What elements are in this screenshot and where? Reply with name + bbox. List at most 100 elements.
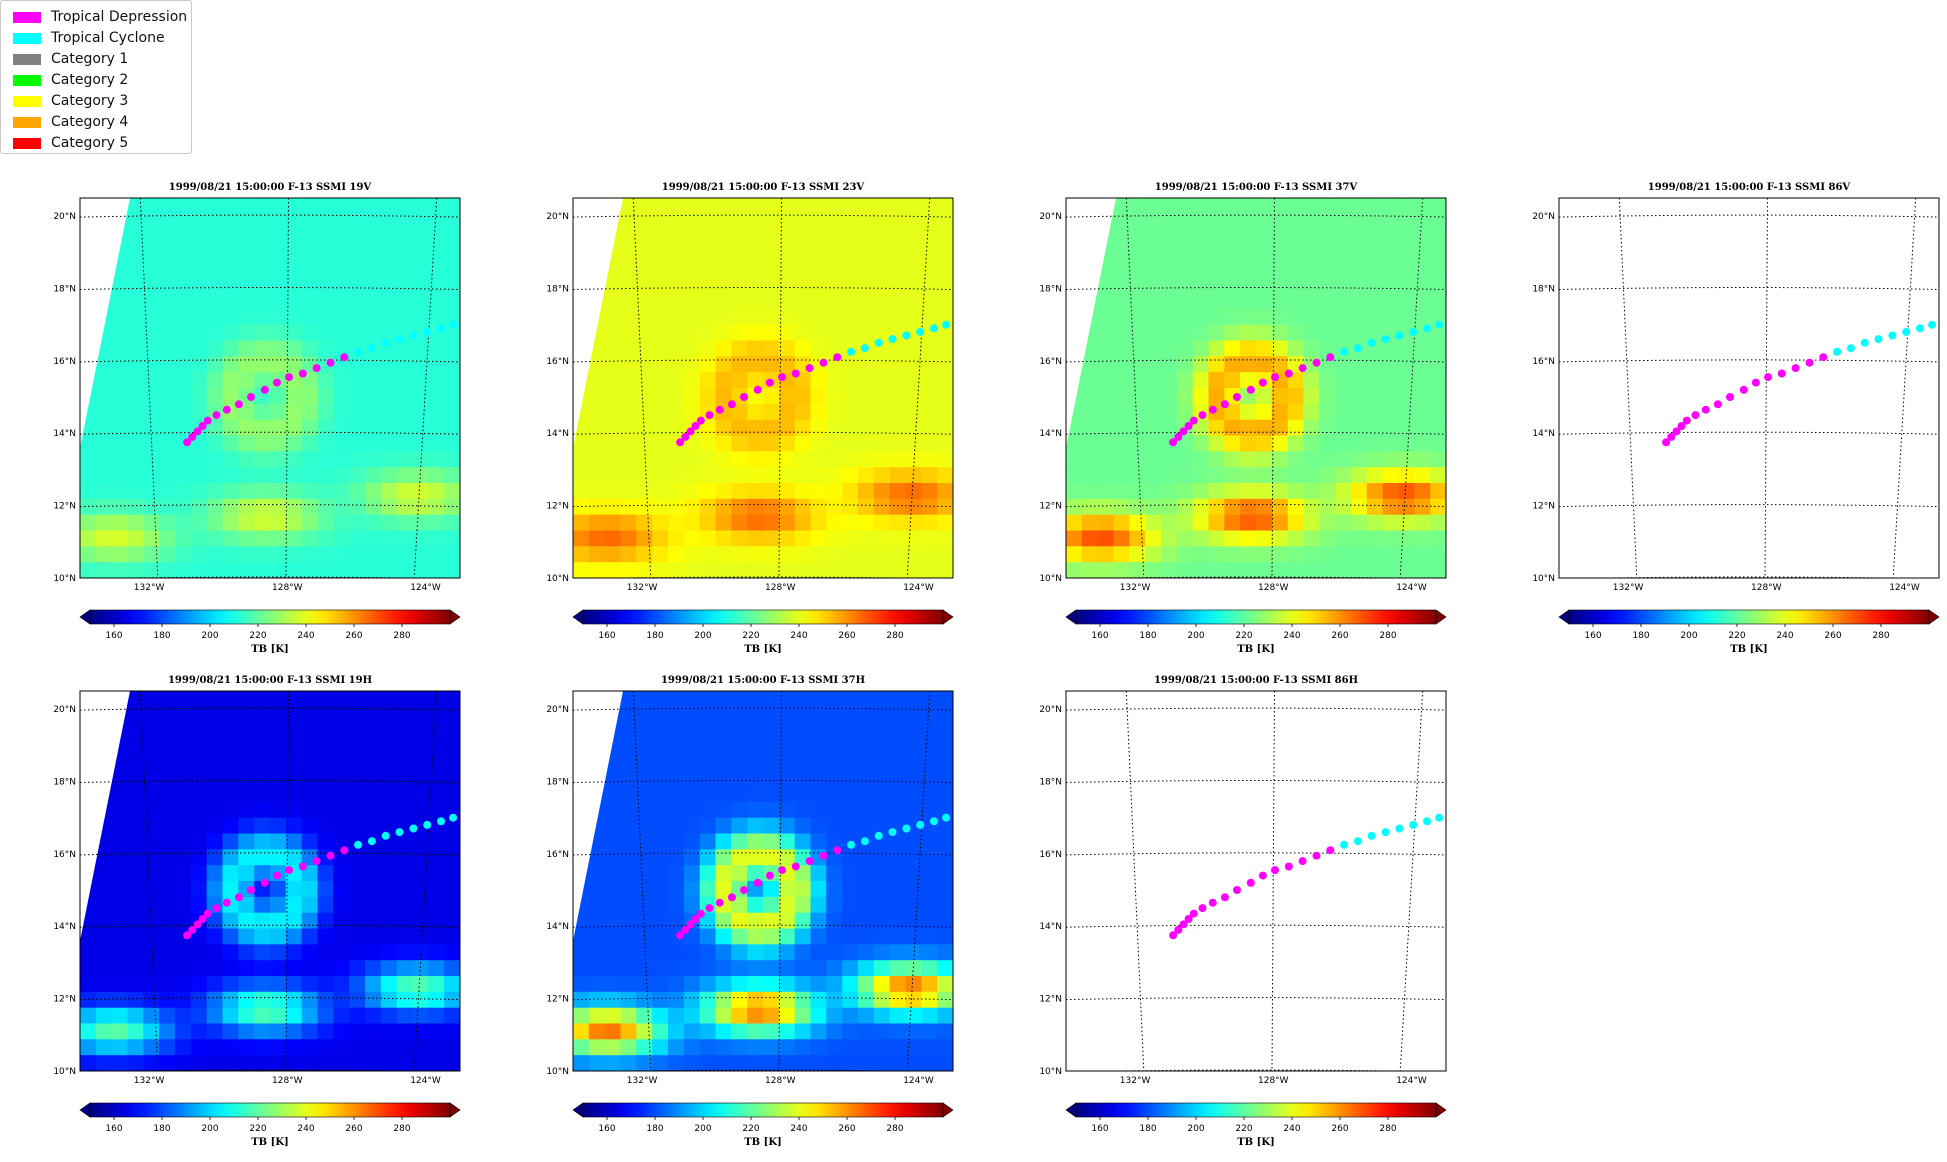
track-point [942, 320, 951, 329]
track-point [1184, 422, 1193, 430]
lon-tick-label: 124°W [903, 583, 934, 593]
colorbar-tick-label: 240 [1776, 631, 1793, 641]
track-point [183, 438, 192, 447]
track-point [234, 400, 243, 409]
lat-tick-label: 14°N [1039, 429, 1062, 439]
latitude-gridline [80, 287, 460, 290]
legend-item: Tropical Depression [13, 7, 187, 27]
lat-tick-label: 16°N [53, 357, 76, 367]
track-point [1435, 813, 1444, 822]
track-point [874, 338, 883, 347]
lat-tick-label: 16°N [53, 850, 76, 860]
track-point [340, 353, 349, 362]
panel-title: 1999/08/21 15:00:00 F-13 SSMI 37H [661, 675, 865, 686]
legend-swatch [13, 116, 41, 128]
latitude-gridline [573, 214, 953, 218]
track-point [312, 857, 321, 866]
colorbar-tick-label: 260 [838, 631, 855, 641]
track-point [691, 915, 700, 923]
lat-tick-label: 12°N [53, 995, 76, 1005]
lat-tick-label: 20°N [546, 705, 569, 715]
track-point [930, 324, 938, 333]
colorbar: 160 180 200 220 240 260 280 TB [K] [1065, 1102, 1447, 1148]
longitude-gridline [139, 691, 159, 1071]
track-point [691, 422, 700, 430]
track-point [1445, 813, 1446, 818]
track-point [423, 820, 432, 829]
latitude-gridline [80, 997, 460, 1001]
track-point [833, 353, 842, 362]
lat-tick-label: 12°N [546, 995, 569, 1005]
storm-track [1169, 320, 1446, 447]
track-point [705, 904, 714, 913]
track-point [298, 369, 307, 378]
track-point [696, 909, 705, 918]
colorbar-tick-label: 200 [1187, 1124, 1204, 1134]
lat-tick-label: 10°N [546, 1067, 569, 1077]
colorbar-tick-label: 220 [249, 1124, 266, 1134]
colorbar-tick-label: 160 [1091, 631, 1108, 641]
colorbar-tick-label: 180 [646, 1124, 663, 1134]
lon-tick-label: 128°W [765, 1076, 796, 1086]
longitude-gridline [1125, 691, 1145, 1071]
track-point [1258, 871, 1267, 880]
track-point [916, 327, 925, 336]
colorbar-tick-label: 280 [886, 1124, 903, 1134]
lat-tick-label: 20°N [546, 212, 569, 222]
track-point [1739, 385, 1748, 394]
longitude-gridline [778, 691, 782, 1071]
map-panel: 1999/08/21 15:00:00 F-13 SSMI 19V 10°N 12°… [53, 182, 461, 655]
swath-edge [573, 198, 623, 448]
swath-edge [1066, 198, 1116, 448]
colorbar-tick-label: 260 [345, 631, 362, 641]
track-point [1726, 393, 1734, 401]
colorbar-tick-label: 280 [1379, 1124, 1396, 1134]
track-point [1233, 886, 1241, 894]
longitude-gridline [1618, 198, 1638, 578]
track-point [888, 335, 897, 344]
lat-tick-label: 14°N [546, 429, 569, 439]
lon-tick-label: 132°W [1120, 583, 1151, 593]
track-point [1874, 335, 1883, 344]
legend-label: Tropical Depression [51, 9, 188, 25]
storm-track [183, 813, 460, 940]
panel-title: 1999/08/21 15:00:00 F-13 SSMI 86V [1648, 182, 1851, 193]
track-point [326, 851, 335, 860]
track-point [409, 824, 418, 833]
latitude-gridline [1066, 924, 1446, 928]
map-frame [1065, 197, 1447, 579]
track-point [1916, 324, 1924, 333]
lon-tick-label: 124°W [1889, 583, 1920, 593]
track-point [198, 422, 207, 430]
legend-swatch [13, 11, 41, 23]
track-point [222, 898, 231, 907]
track-point [1409, 327, 1418, 336]
track-point [285, 866, 293, 875]
track-point [423, 327, 432, 336]
colorbar-tick-label: 240 [1283, 1124, 1300, 1134]
latitude-gridline [80, 780, 460, 783]
track-point [715, 898, 724, 907]
track-point [354, 840, 363, 849]
swath-field [80, 691, 460, 1071]
track-point [778, 866, 786, 875]
lon-tick-label: 128°W [765, 583, 796, 593]
latitude-gridline [1559, 431, 1939, 435]
track-point [1381, 828, 1390, 837]
track-point [686, 920, 695, 929]
track-point [193, 427, 202, 436]
track-point [1258, 378, 1267, 387]
track-point [791, 369, 800, 378]
lat-tick-label: 14°N [1532, 429, 1555, 439]
track-point [1713, 400, 1722, 409]
track-point [367, 344, 376, 353]
latitude-gridline [1559, 287, 1939, 290]
track-point [188, 925, 197, 934]
lon-tick-label: 124°W [410, 583, 441, 593]
latitude-gridline [1066, 359, 1446, 363]
lat-tick-label: 10°N [53, 1067, 76, 1077]
track-point [437, 324, 445, 333]
track-point [381, 338, 390, 347]
longitude-gridline [1892, 198, 1917, 578]
lon-tick-label: 132°W [1613, 583, 1644, 593]
